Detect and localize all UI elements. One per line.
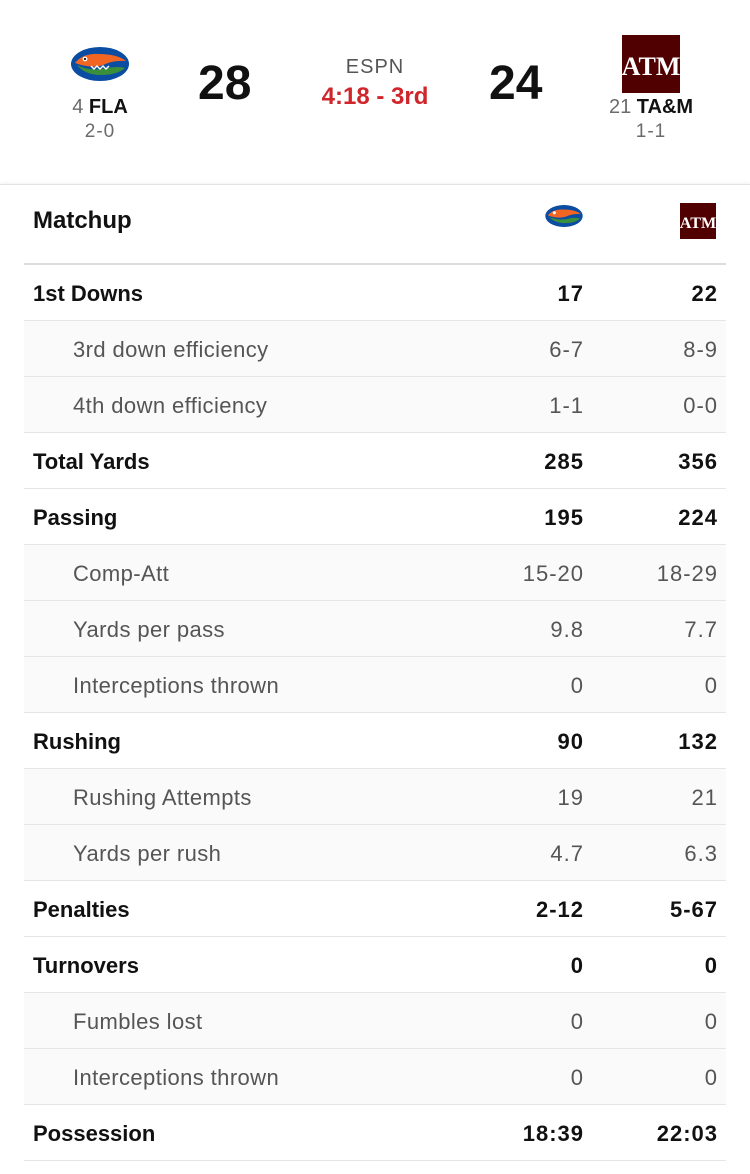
stat-label: Possession (33, 1121, 156, 1146)
stat-label: Total Yards (33, 449, 150, 474)
stat-away-value: 8-9 (683, 337, 718, 362)
stat-row: 1st Downs 17 22 (24, 265, 726, 321)
stat-home-value: 18:39 (522, 1121, 584, 1146)
stat-row: Total Yards 285 356 (24, 433, 726, 489)
home-score: 28 (198, 57, 252, 110)
stat-label: Interceptions thrown (73, 1065, 280, 1090)
stat-label: Yards per rush (73, 841, 222, 866)
stat-row: Fumbles lost 0 0 (24, 993, 726, 1049)
stat-away-value: 224 (678, 505, 718, 530)
stat-label: Rushing Attempts (73, 785, 252, 810)
away-team-rank: 21 (608, 96, 632, 118)
stat-away-value: 0-0 (683, 393, 718, 418)
stat-label: 3rd down efficiency (73, 337, 269, 362)
stat-row: 4th down efficiency 1-1 0-0 (24, 377, 726, 433)
stat-home-value: 15-20 (522, 561, 584, 586)
stat-label: Penalties (33, 897, 130, 922)
stat-row: Possession 18:39 22:03 (24, 1105, 726, 1161)
home-team-abbr: FLA (88, 96, 128, 118)
stat-row: Rushing 90 132 (24, 713, 726, 769)
stat-away-value: 18-29 (656, 561, 718, 586)
matchup-title: Matchup (33, 207, 132, 234)
stat-label: 4th down efficiency (73, 393, 268, 418)
matchup-card: Matchup ATM 1st Downs 17 22 3rd down effici… (0, 184, 750, 1174)
stat-away-value: 356 (678, 449, 718, 474)
gators-logo-small-icon (545, 205, 583, 227)
away-column-logo: ATM (680, 203, 716, 244)
stat-away-value: 22:03 (656, 1121, 718, 1146)
home-team-rank: 4 (72, 96, 84, 118)
aggies-logo-text: ATM (622, 52, 680, 81)
stat-label: Rushing (33, 729, 121, 754)
stat-row: Rushing Attempts 19 21 (24, 769, 726, 825)
stat-label: Passing (33, 505, 118, 530)
aggies-logo-icon: ATM (622, 35, 680, 93)
stat-label: Fumbles lost (73, 1009, 203, 1034)
stat-home-value: 17 (557, 281, 584, 306)
stat-label: Comp-Att (73, 561, 170, 586)
stat-rows: 1st Downs 17 22 3rd down efficiency 6-7 8-9 4t… (24, 265, 726, 1161)
away-team-record: 1-1 (635, 121, 667, 142)
stat-away-value: 0 (704, 953, 718, 978)
scoreboard-header: 4 FLA 2-0 28 ESPN 4:18 - 3rd 24 ATM 21 T… (0, 0, 750, 184)
stat-away-value: 21 (691, 785, 718, 810)
stat-home-value: 6-7 (549, 337, 584, 362)
stat-home-value: 0 (570, 673, 584, 698)
stat-home-value: 195 (544, 505, 584, 530)
stat-label: Yards per pass (73, 617, 225, 642)
stat-away-value: 0 (704, 673, 718, 698)
stat-home-value: 19 (557, 785, 584, 810)
stat-label: Turnovers (33, 953, 139, 978)
matchup-header: Matchup ATM (24, 185, 726, 265)
stat-home-value: 2-12 (535, 897, 584, 922)
stat-row: Turnovers 0 0 (24, 937, 726, 993)
stat-home-value: 0 (570, 1009, 584, 1034)
away-team[interactable]: ATM 21 TA&M 1-1 (571, 34, 731, 143)
gators-logo-icon (71, 47, 129, 81)
home-team[interactable]: 4 FLA 2-0 (20, 34, 180, 143)
stat-home-value: 1-1 (549, 393, 584, 418)
home-column-logo (544, 203, 584, 234)
stat-row: Interceptions thrown 0 0 (24, 657, 726, 713)
home-team-record: 2-0 (84, 121, 116, 142)
game-clock: 4:18 - 3rd (321, 83, 429, 110)
stat-away-value: 6.3 (684, 841, 718, 866)
stat-label: 1st Downs (33, 281, 144, 306)
stat-away-value: 132 (678, 729, 718, 754)
aggies-logo-small-text: ATM (680, 215, 716, 232)
stat-home-value: 0 (570, 953, 584, 978)
stat-away-value: 5-67 (669, 897, 718, 922)
stat-home-value: 90 (557, 729, 584, 754)
stat-home-value: 4.7 (550, 841, 584, 866)
stat-away-value: 7.7 (684, 617, 718, 642)
broadcast-network: ESPN (345, 56, 405, 78)
stat-row: Comp-Att 15-20 18-29 (24, 545, 726, 601)
stat-row: Passing 195 224 (24, 489, 726, 545)
stat-home-value: 285 (544, 449, 584, 474)
stat-row: Yards per rush 4.7 6.3 (24, 825, 726, 881)
aggies-logo-small-icon: ATM (680, 203, 716, 239)
stat-row: Penalties 2-12 5-67 (24, 881, 726, 937)
stat-row: Interceptions thrown 0 0 (24, 1049, 726, 1105)
stat-away-value: 22 (691, 281, 718, 306)
stat-row: 3rd down efficiency 6-7 8-9 (24, 321, 726, 377)
game-status: ESPN 4:18 - 3rd (295, 56, 455, 111)
stat-away-value: 0 (704, 1065, 718, 1090)
stat-home-value: 0 (570, 1065, 584, 1090)
stat-home-value: 9.8 (550, 617, 584, 642)
stat-row: Yards per pass 9.8 7.7 (24, 601, 726, 657)
stat-away-value: 0 (704, 1009, 718, 1034)
stat-label: Interceptions thrown (73, 673, 280, 698)
away-score: 24 (489, 57, 543, 110)
away-team-abbr: TA&M (636, 96, 694, 118)
